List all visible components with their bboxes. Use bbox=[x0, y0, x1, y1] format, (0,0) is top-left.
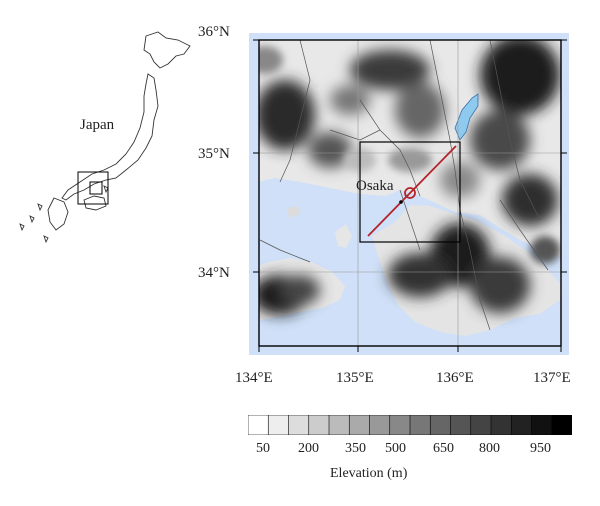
colorbar-cell bbox=[369, 415, 391, 435]
lon-label-137: 137°E bbox=[533, 370, 571, 386]
shikoku-outline bbox=[83, 195, 107, 211]
colorbar-cell bbox=[551, 415, 572, 435]
japan-inset-map bbox=[19, 31, 191, 244]
colorbar-tick-800: 800 bbox=[479, 441, 500, 456]
colorbar-tick-50: 50 bbox=[256, 441, 270, 456]
colorbar-cell bbox=[510, 415, 533, 435]
land-awaji bbox=[335, 224, 352, 248]
lat-label-35: 35°N bbox=[198, 146, 230, 162]
transect-line bbox=[367, 145, 457, 237]
colorbar-tick-350: 350 bbox=[345, 441, 366, 456]
colorbar-tick-500: 500 bbox=[385, 441, 406, 456]
osaka-label: Osaka bbox=[356, 178, 394, 194]
map-frame bbox=[258, 39, 562, 347]
inset-domain-box bbox=[89, 181, 103, 195]
lon-label-136: 136°E bbox=[436, 370, 474, 386]
colorbar-tick-950: 950 bbox=[530, 441, 551, 456]
colorbar-cell bbox=[248, 415, 269, 435]
lat-label-36: 36°N bbox=[198, 24, 230, 40]
lon-label-134: 134°E bbox=[235, 370, 273, 386]
japan-label: Japan bbox=[80, 117, 115, 133]
lon-label-135: 135°E bbox=[336, 370, 374, 386]
study-domain-box bbox=[359, 141, 461, 243]
colorbar-cell bbox=[409, 415, 431, 435]
elevation-colorbar bbox=[248, 415, 572, 435]
colorbar-cell bbox=[308, 415, 330, 435]
colorbar-cell bbox=[348, 415, 371, 435]
transect-marker bbox=[404, 187, 416, 199]
honshu-outline bbox=[61, 73, 159, 201]
colorbar-cell bbox=[429, 415, 452, 435]
colorbar-cell bbox=[490, 415, 512, 435]
colorbar-cell bbox=[328, 415, 350, 435]
colorbar-cell bbox=[450, 415, 472, 435]
colorbar-title: Elevation (m) bbox=[330, 466, 408, 481]
colorbar-tick-200: 200 bbox=[298, 441, 319, 456]
hokkaido-outline bbox=[143, 31, 191, 69]
colorbar-cell bbox=[267, 415, 290, 435]
colorbar-cell bbox=[531, 415, 553, 435]
lat-label-34: 34°N bbox=[198, 265, 230, 281]
inset-region-box bbox=[77, 171, 109, 205]
colorbar-tick-650: 650 bbox=[433, 441, 454, 456]
kyushu-outline bbox=[47, 197, 69, 231]
colorbar-cell bbox=[389, 415, 411, 435]
osaka-point bbox=[399, 200, 403, 204]
lake-biwa bbox=[454, 93, 479, 141]
colorbar-cell bbox=[288, 415, 310, 435]
colorbar-cell bbox=[470, 415, 492, 435]
